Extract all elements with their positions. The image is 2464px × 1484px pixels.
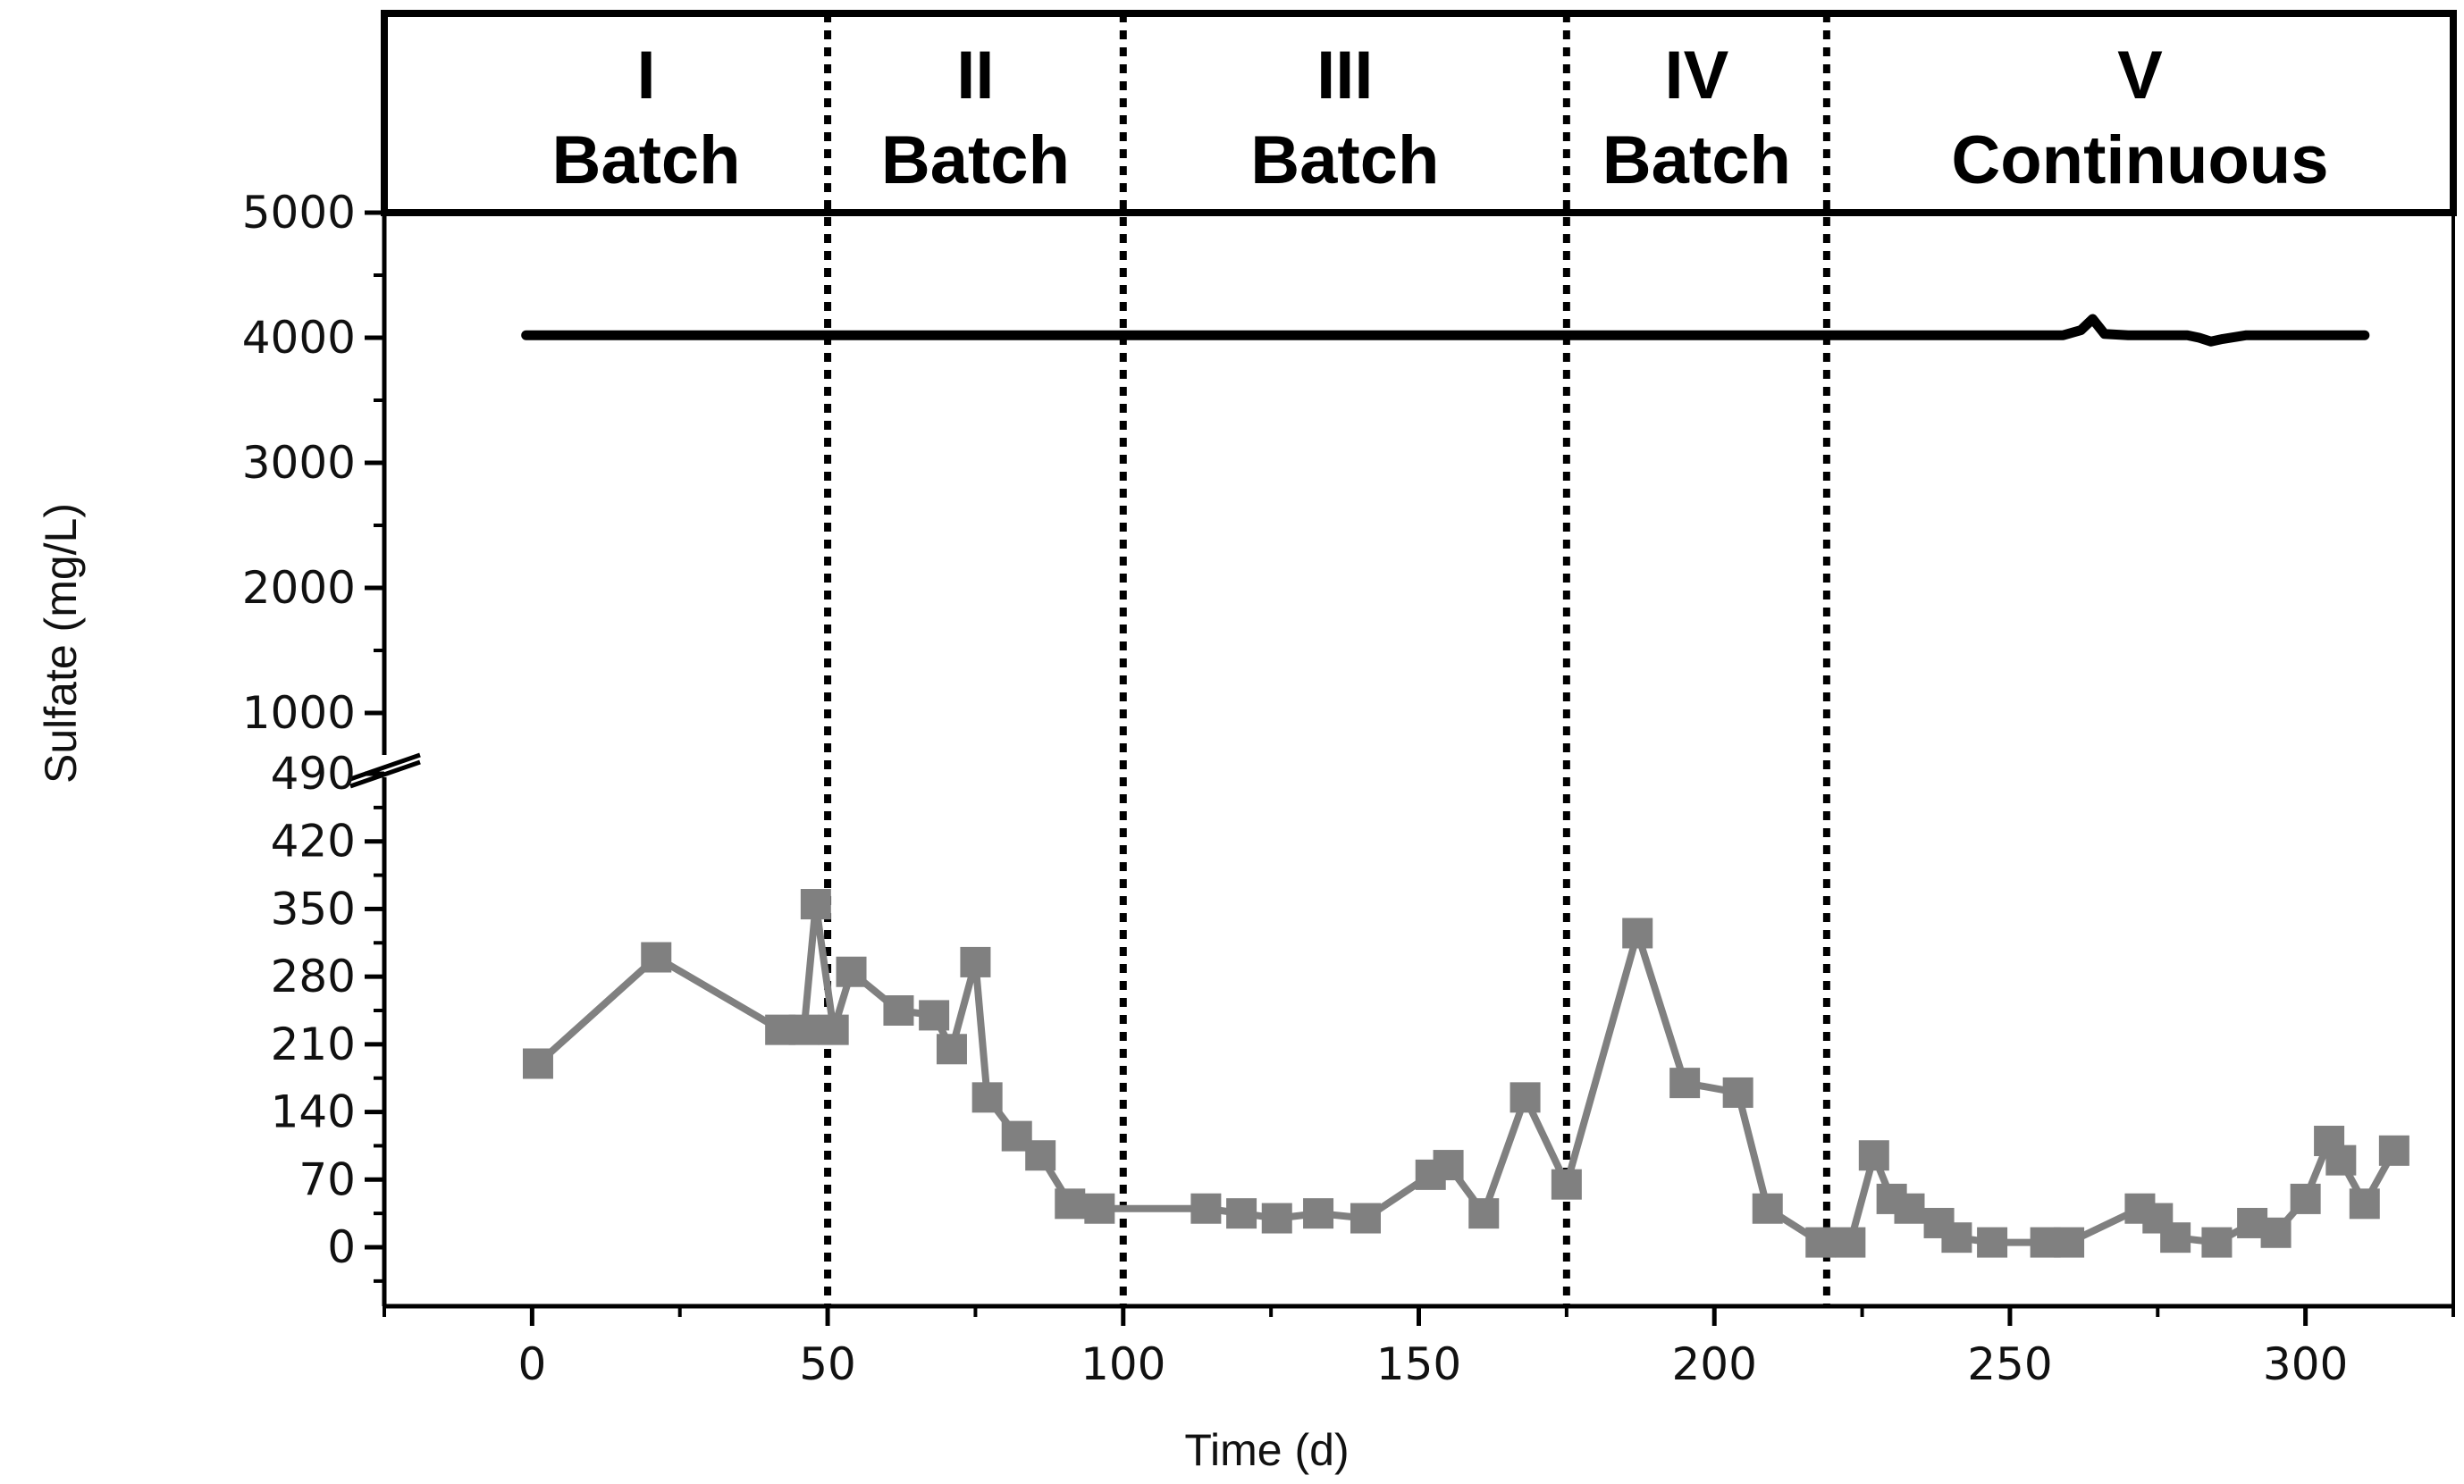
phase-mode: Batch xyxy=(1250,122,1439,198)
phase-numeral: IV xyxy=(1664,38,1728,113)
data-point xyxy=(1510,1082,1541,1113)
data-point xyxy=(1622,918,1653,949)
phase-mode: Batch xyxy=(1602,122,1791,198)
data-point xyxy=(1084,1193,1115,1224)
data-point xyxy=(2290,1183,2321,1214)
x-tick-label: 50 xyxy=(799,1338,856,1390)
data-point xyxy=(2378,1135,2409,1166)
x-tick-label: 150 xyxy=(1376,1338,1461,1390)
data-point xyxy=(1350,1203,1381,1234)
y-axis-title: Sulfate (mg/L) xyxy=(36,503,86,784)
x-tick-label: 100 xyxy=(1081,1338,1165,1390)
x-axis-title: Time (d) xyxy=(1184,1425,1349,1475)
phase-numeral: I xyxy=(636,38,655,113)
data-point xyxy=(1261,1203,1292,1234)
data-point xyxy=(919,1000,950,1031)
data-point xyxy=(2201,1227,2233,1258)
y-tick-label: 3000 xyxy=(242,437,356,489)
x-tick-label: 200 xyxy=(1671,1338,1756,1390)
axis-break-mark xyxy=(349,752,421,782)
data-point xyxy=(1805,1227,1837,1258)
data-point xyxy=(971,1082,1003,1113)
data-point xyxy=(1468,1198,1500,1229)
data-point xyxy=(1303,1198,1334,1229)
y-tick-label: 4000 xyxy=(242,312,356,364)
data-point xyxy=(522,1048,553,1079)
axes: 1000200030004000500007014021028035042049… xyxy=(242,187,2455,1390)
y-tick-label: 280 xyxy=(271,951,356,1002)
data-point xyxy=(883,995,914,1026)
data-point xyxy=(1977,1227,2008,1258)
series-line-1 xyxy=(521,314,2370,347)
y-tick-label: 70 xyxy=(299,1153,356,1205)
phase-mode: Batch xyxy=(881,122,1070,198)
series-line-2 xyxy=(534,901,2398,1246)
phase-numeral: II xyxy=(956,38,994,113)
data-point xyxy=(1752,1193,1783,1224)
phase-mode: Continuous xyxy=(1951,122,2328,198)
data-point xyxy=(1669,1068,1701,1099)
data-point xyxy=(1025,1140,1056,1171)
y-tick-label: 210 xyxy=(271,1019,356,1070)
data-point xyxy=(2260,1217,2292,1248)
data-point xyxy=(800,889,831,920)
y-tick-label: 0 xyxy=(327,1221,356,1273)
data-point xyxy=(1055,1188,1086,1220)
data-point xyxy=(1858,1140,1889,1171)
data-point xyxy=(836,956,867,987)
x-tick-label: 300 xyxy=(2263,1338,2348,1390)
plot-area xyxy=(521,13,2409,1306)
data-point xyxy=(788,1014,820,1045)
data-point xyxy=(2054,1227,2085,1258)
y-tick-label: 1000 xyxy=(242,687,356,739)
phase-numeral: III xyxy=(1316,38,1373,113)
data-point xyxy=(1226,1198,1257,1229)
y-tick-label: 420 xyxy=(271,816,356,868)
data-point xyxy=(818,1014,849,1045)
y-tick-label: 350 xyxy=(271,883,356,935)
y-tick-label: 140 xyxy=(271,1086,356,1138)
data-point xyxy=(1551,1169,1582,1200)
data-point xyxy=(936,1034,967,1065)
data-point xyxy=(1190,1193,1222,1224)
data-point xyxy=(960,946,991,977)
y-tick-label: 5000 xyxy=(242,187,356,239)
x-tick-label: 250 xyxy=(1967,1338,2052,1390)
data-point xyxy=(2349,1188,2380,1220)
data-point xyxy=(2160,1222,2191,1253)
axis-break-mark xyxy=(349,759,421,789)
x-tick-label: 0 xyxy=(517,1338,546,1390)
data-point xyxy=(641,942,672,973)
y-tick-label: 2000 xyxy=(242,562,356,614)
y-tick-label: 490 xyxy=(271,748,356,800)
phase-numeral: V xyxy=(2117,38,2163,113)
phase-header: I Batch II Batch III Batch IV Batch V Continuous xyxy=(381,10,2457,216)
data-point xyxy=(1433,1150,1464,1181)
data-point xyxy=(1835,1227,1866,1258)
data-point xyxy=(1894,1193,1925,1224)
data-point xyxy=(1941,1222,1972,1253)
data-point xyxy=(1722,1077,1753,1108)
phase-header-box xyxy=(381,10,2457,216)
data-point xyxy=(2325,1144,2357,1176)
phase-mode: Batch xyxy=(551,122,740,198)
